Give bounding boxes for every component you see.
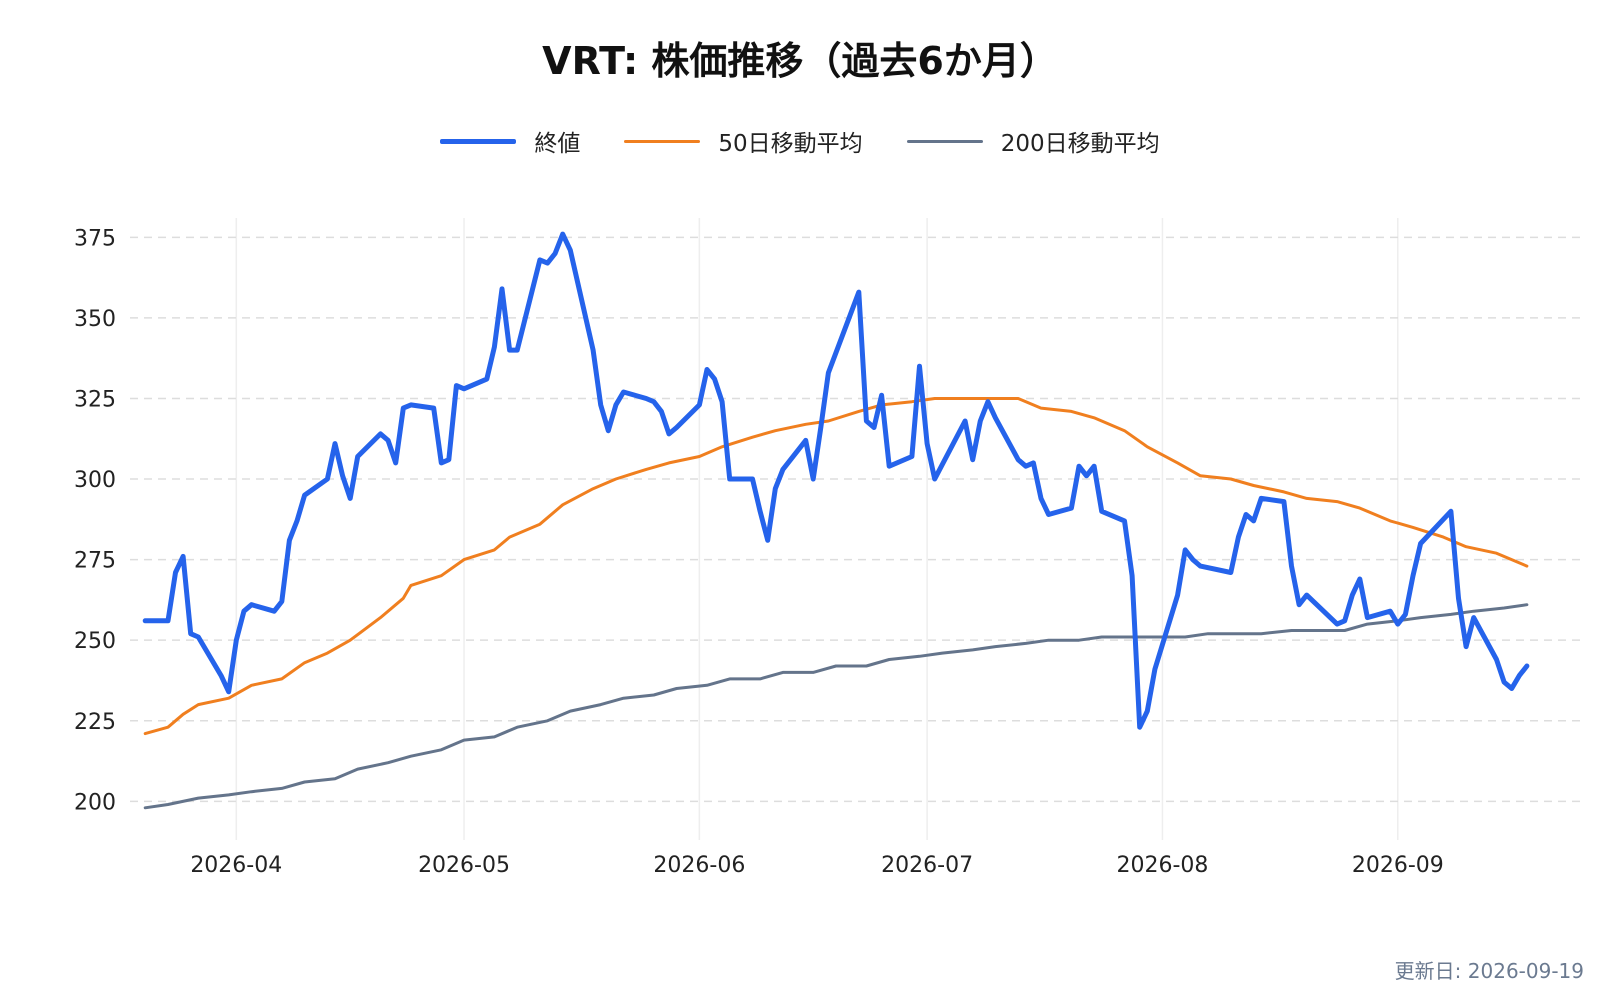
- updated-date: 更新日: 2026-09-19: [1394, 959, 1584, 983]
- legend-label-close: 終値: [534, 131, 581, 157]
- x-tick-label: 2026-05: [418, 853, 510, 878]
- y-tick-label: 375: [74, 226, 116, 251]
- y-axis: 200 225 250 275 300 325 350 375: [74, 226, 116, 815]
- y-tick-label: 250: [74, 629, 116, 654]
- grid-lines: [130, 218, 1580, 840]
- y-tick-label: 225: [74, 710, 116, 735]
- legend-swatch-ma50: [624, 139, 701, 143]
- y-tick-label: 275: [74, 549, 116, 574]
- x-tick-label: 2026-07: [881, 853, 973, 878]
- legend-item-ma200[interactable]: 200日移動平均: [906, 124, 1160, 158]
- y-tick-label: 350: [74, 307, 116, 332]
- y-tick-label: 200: [74, 790, 116, 815]
- y-tick-label: 300: [74, 468, 116, 493]
- series-lines: [142, 231, 1530, 810]
- x-tick-label: 2026-08: [1116, 853, 1208, 878]
- series-line-ma200: [143, 603, 1529, 810]
- legend-label-ma50: 50日移動平均: [718, 131, 863, 157]
- series-line-ma50: [143, 397, 1529, 736]
- x-tick-label: 2026-09: [1352, 853, 1444, 878]
- x-tick-label: 2026-06: [653, 853, 745, 878]
- legend-swatch-close: [440, 138, 517, 144]
- legend-swatch-ma200: [906, 139, 983, 143]
- legend-item-close[interactable]: 終値: [440, 124, 580, 158]
- chart-title: VRT: 株価推移（過去6か月）: [542, 39, 1058, 83]
- x-axis: 2026-04 2026-05 2026-06 2026-07 2026-08 2026-…: [190, 853, 1443, 878]
- x-tick-label: 2026-04: [190, 853, 282, 878]
- legend-item-ma50[interactable]: 50日移動平均: [624, 124, 863, 158]
- legend-label-ma200: 200日移動平均: [1000, 131, 1160, 157]
- chart-legend: 終値 50日移動平均 200日移動平均: [0, 124, 1600, 158]
- series-line-close: [142, 231, 1530, 730]
- y-tick-label: 325: [74, 387, 116, 412]
